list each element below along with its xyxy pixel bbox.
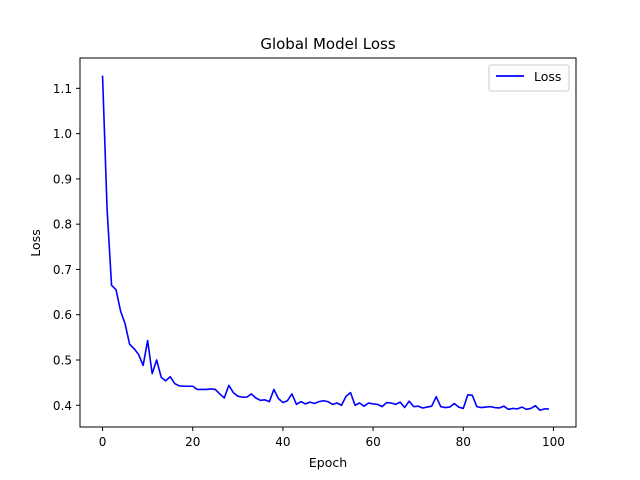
x-tick-label: 60 xyxy=(365,435,380,449)
x-axis-ticks: 0 20 40 60 80 100 xyxy=(99,427,565,449)
y-axis-ticks: 0.4 0.5 0.6 0.7 0.8 0.9 1.0 1.1 xyxy=(53,82,80,413)
chart-title: Global Model Loss xyxy=(260,35,396,53)
legend-label: Loss xyxy=(534,69,561,84)
plot-frame xyxy=(79,57,577,428)
y-tick-label: 0.5 xyxy=(53,353,72,367)
x-tick-label: 100 xyxy=(542,435,565,449)
y-tick-label: 0.8 xyxy=(53,218,72,232)
x-tick-label: 40 xyxy=(275,435,290,449)
x-tick-label: 80 xyxy=(456,435,471,449)
series-line-0 xyxy=(101,75,549,412)
y-tick-label: 1.1 xyxy=(53,82,72,96)
y-tick-label: 1.0 xyxy=(53,127,72,141)
y-tick-label: 0.6 xyxy=(53,308,72,322)
x-tick-label: 20 xyxy=(185,435,200,449)
legend: Loss xyxy=(488,64,570,92)
y-axis-label: Loss xyxy=(28,229,43,256)
legend-box xyxy=(488,64,570,92)
plot-area xyxy=(101,75,549,412)
y-tick-label: 0.9 xyxy=(53,172,72,186)
y-tick-label: 0.4 xyxy=(53,399,72,413)
x-tick-label: 0 xyxy=(99,435,107,449)
y-tick-label: 0.7 xyxy=(53,263,72,277)
x-axis-label: Epoch xyxy=(309,455,347,470)
